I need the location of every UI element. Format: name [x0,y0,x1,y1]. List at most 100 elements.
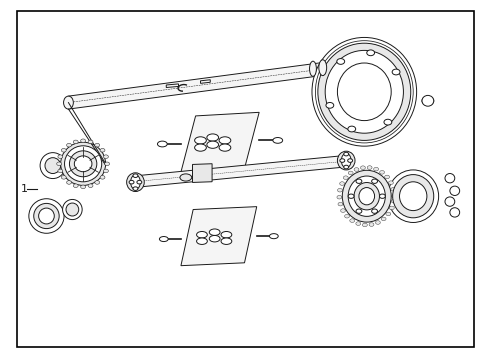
Circle shape [100,176,105,179]
Circle shape [347,171,352,175]
Ellipse shape [317,43,410,140]
Circle shape [391,194,396,198]
Circle shape [347,159,352,162]
Circle shape [379,171,384,174]
Ellipse shape [341,153,350,168]
Ellipse shape [315,41,412,143]
Polygon shape [200,80,210,84]
Circle shape [104,162,109,166]
Circle shape [61,148,66,152]
Circle shape [129,180,134,184]
Circle shape [362,223,366,227]
Circle shape [347,194,353,198]
Circle shape [391,69,399,75]
Circle shape [103,169,108,173]
Circle shape [360,166,365,170]
Ellipse shape [196,238,207,244]
Circle shape [344,215,349,218]
Text: 1: 1 [20,184,27,194]
Circle shape [366,166,371,169]
Polygon shape [68,61,332,109]
Circle shape [368,223,373,226]
Ellipse shape [309,61,316,76]
Ellipse shape [29,199,64,233]
Ellipse shape [74,156,92,172]
Ellipse shape [39,208,54,224]
Circle shape [343,176,347,180]
Ellipse shape [64,146,102,182]
Ellipse shape [40,153,65,179]
Ellipse shape [180,174,191,181]
Ellipse shape [353,183,379,210]
Ellipse shape [337,151,354,170]
Polygon shape [129,155,351,188]
Circle shape [337,188,342,192]
Circle shape [353,168,358,171]
Ellipse shape [219,144,230,151]
Ellipse shape [209,229,220,235]
Circle shape [336,195,341,199]
Ellipse shape [196,231,207,238]
Ellipse shape [63,96,73,109]
Circle shape [81,139,85,143]
Ellipse shape [219,137,230,144]
Circle shape [388,206,393,210]
Circle shape [337,202,342,206]
Circle shape [371,209,377,213]
Ellipse shape [342,170,390,222]
Ellipse shape [69,151,97,177]
Circle shape [383,119,391,125]
Circle shape [349,219,354,222]
Circle shape [103,155,108,158]
Circle shape [61,176,66,179]
Circle shape [58,155,62,158]
Circle shape [336,59,344,64]
Ellipse shape [449,186,459,195]
Polygon shape [181,112,259,172]
Ellipse shape [269,234,278,239]
Circle shape [390,199,395,203]
Circle shape [73,140,78,144]
Ellipse shape [444,174,454,183]
Circle shape [137,180,142,184]
Ellipse shape [66,203,79,216]
Circle shape [95,181,100,184]
Circle shape [133,174,138,177]
Ellipse shape [337,63,390,121]
Ellipse shape [209,235,220,242]
Ellipse shape [194,137,206,144]
Ellipse shape [157,141,167,147]
Ellipse shape [325,50,403,133]
Circle shape [387,181,392,184]
Circle shape [343,165,348,169]
Circle shape [73,184,78,188]
Circle shape [133,187,138,190]
Circle shape [379,194,385,198]
Circle shape [355,179,361,183]
Ellipse shape [61,142,105,185]
Circle shape [81,185,85,189]
Ellipse shape [399,182,426,211]
Ellipse shape [449,208,459,217]
Ellipse shape [387,170,438,222]
Ellipse shape [126,173,144,192]
Circle shape [66,143,71,147]
Ellipse shape [45,158,61,174]
Ellipse shape [130,175,140,189]
Circle shape [366,50,374,56]
Ellipse shape [311,37,416,146]
Circle shape [384,175,389,179]
Ellipse shape [444,197,454,206]
Circle shape [421,96,433,105]
Ellipse shape [392,175,433,218]
Ellipse shape [358,188,374,205]
Circle shape [355,209,361,213]
Ellipse shape [159,237,168,242]
Circle shape [355,222,360,225]
Ellipse shape [421,95,433,106]
Circle shape [339,159,344,162]
Circle shape [88,140,93,144]
Polygon shape [181,207,256,266]
Circle shape [375,221,380,224]
Ellipse shape [62,199,82,220]
